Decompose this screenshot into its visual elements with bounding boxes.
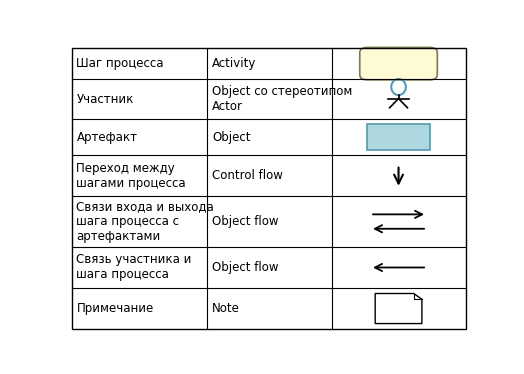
Text: Примечание: Примечание xyxy=(77,302,154,315)
Text: Связи входа и выхода
шага процесса с
артефактами: Связи входа и выхода шага процесса с арт… xyxy=(77,200,214,243)
Text: Object flow: Object flow xyxy=(212,215,279,228)
Text: Activity: Activity xyxy=(212,57,257,70)
Text: Переход между
шагами процесса: Переход между шагами процесса xyxy=(77,162,186,190)
Text: Control flow: Control flow xyxy=(212,169,283,182)
Text: Object flow: Object flow xyxy=(212,261,279,274)
Text: Шаг процесса: Шаг процесса xyxy=(77,57,164,70)
FancyBboxPatch shape xyxy=(360,47,438,80)
Text: Связь участника и
шага процесса: Связь участника и шага процесса xyxy=(77,254,192,282)
Text: Object со стереотипом
Actor: Object со стереотипом Actor xyxy=(212,85,353,113)
Text: Object: Object xyxy=(212,131,251,144)
Polygon shape xyxy=(375,294,422,324)
Text: Note: Note xyxy=(212,302,240,315)
Bar xyxy=(367,125,430,150)
Text: Артефакт: Артефакт xyxy=(77,131,137,144)
Text: Участник: Участник xyxy=(77,93,134,105)
